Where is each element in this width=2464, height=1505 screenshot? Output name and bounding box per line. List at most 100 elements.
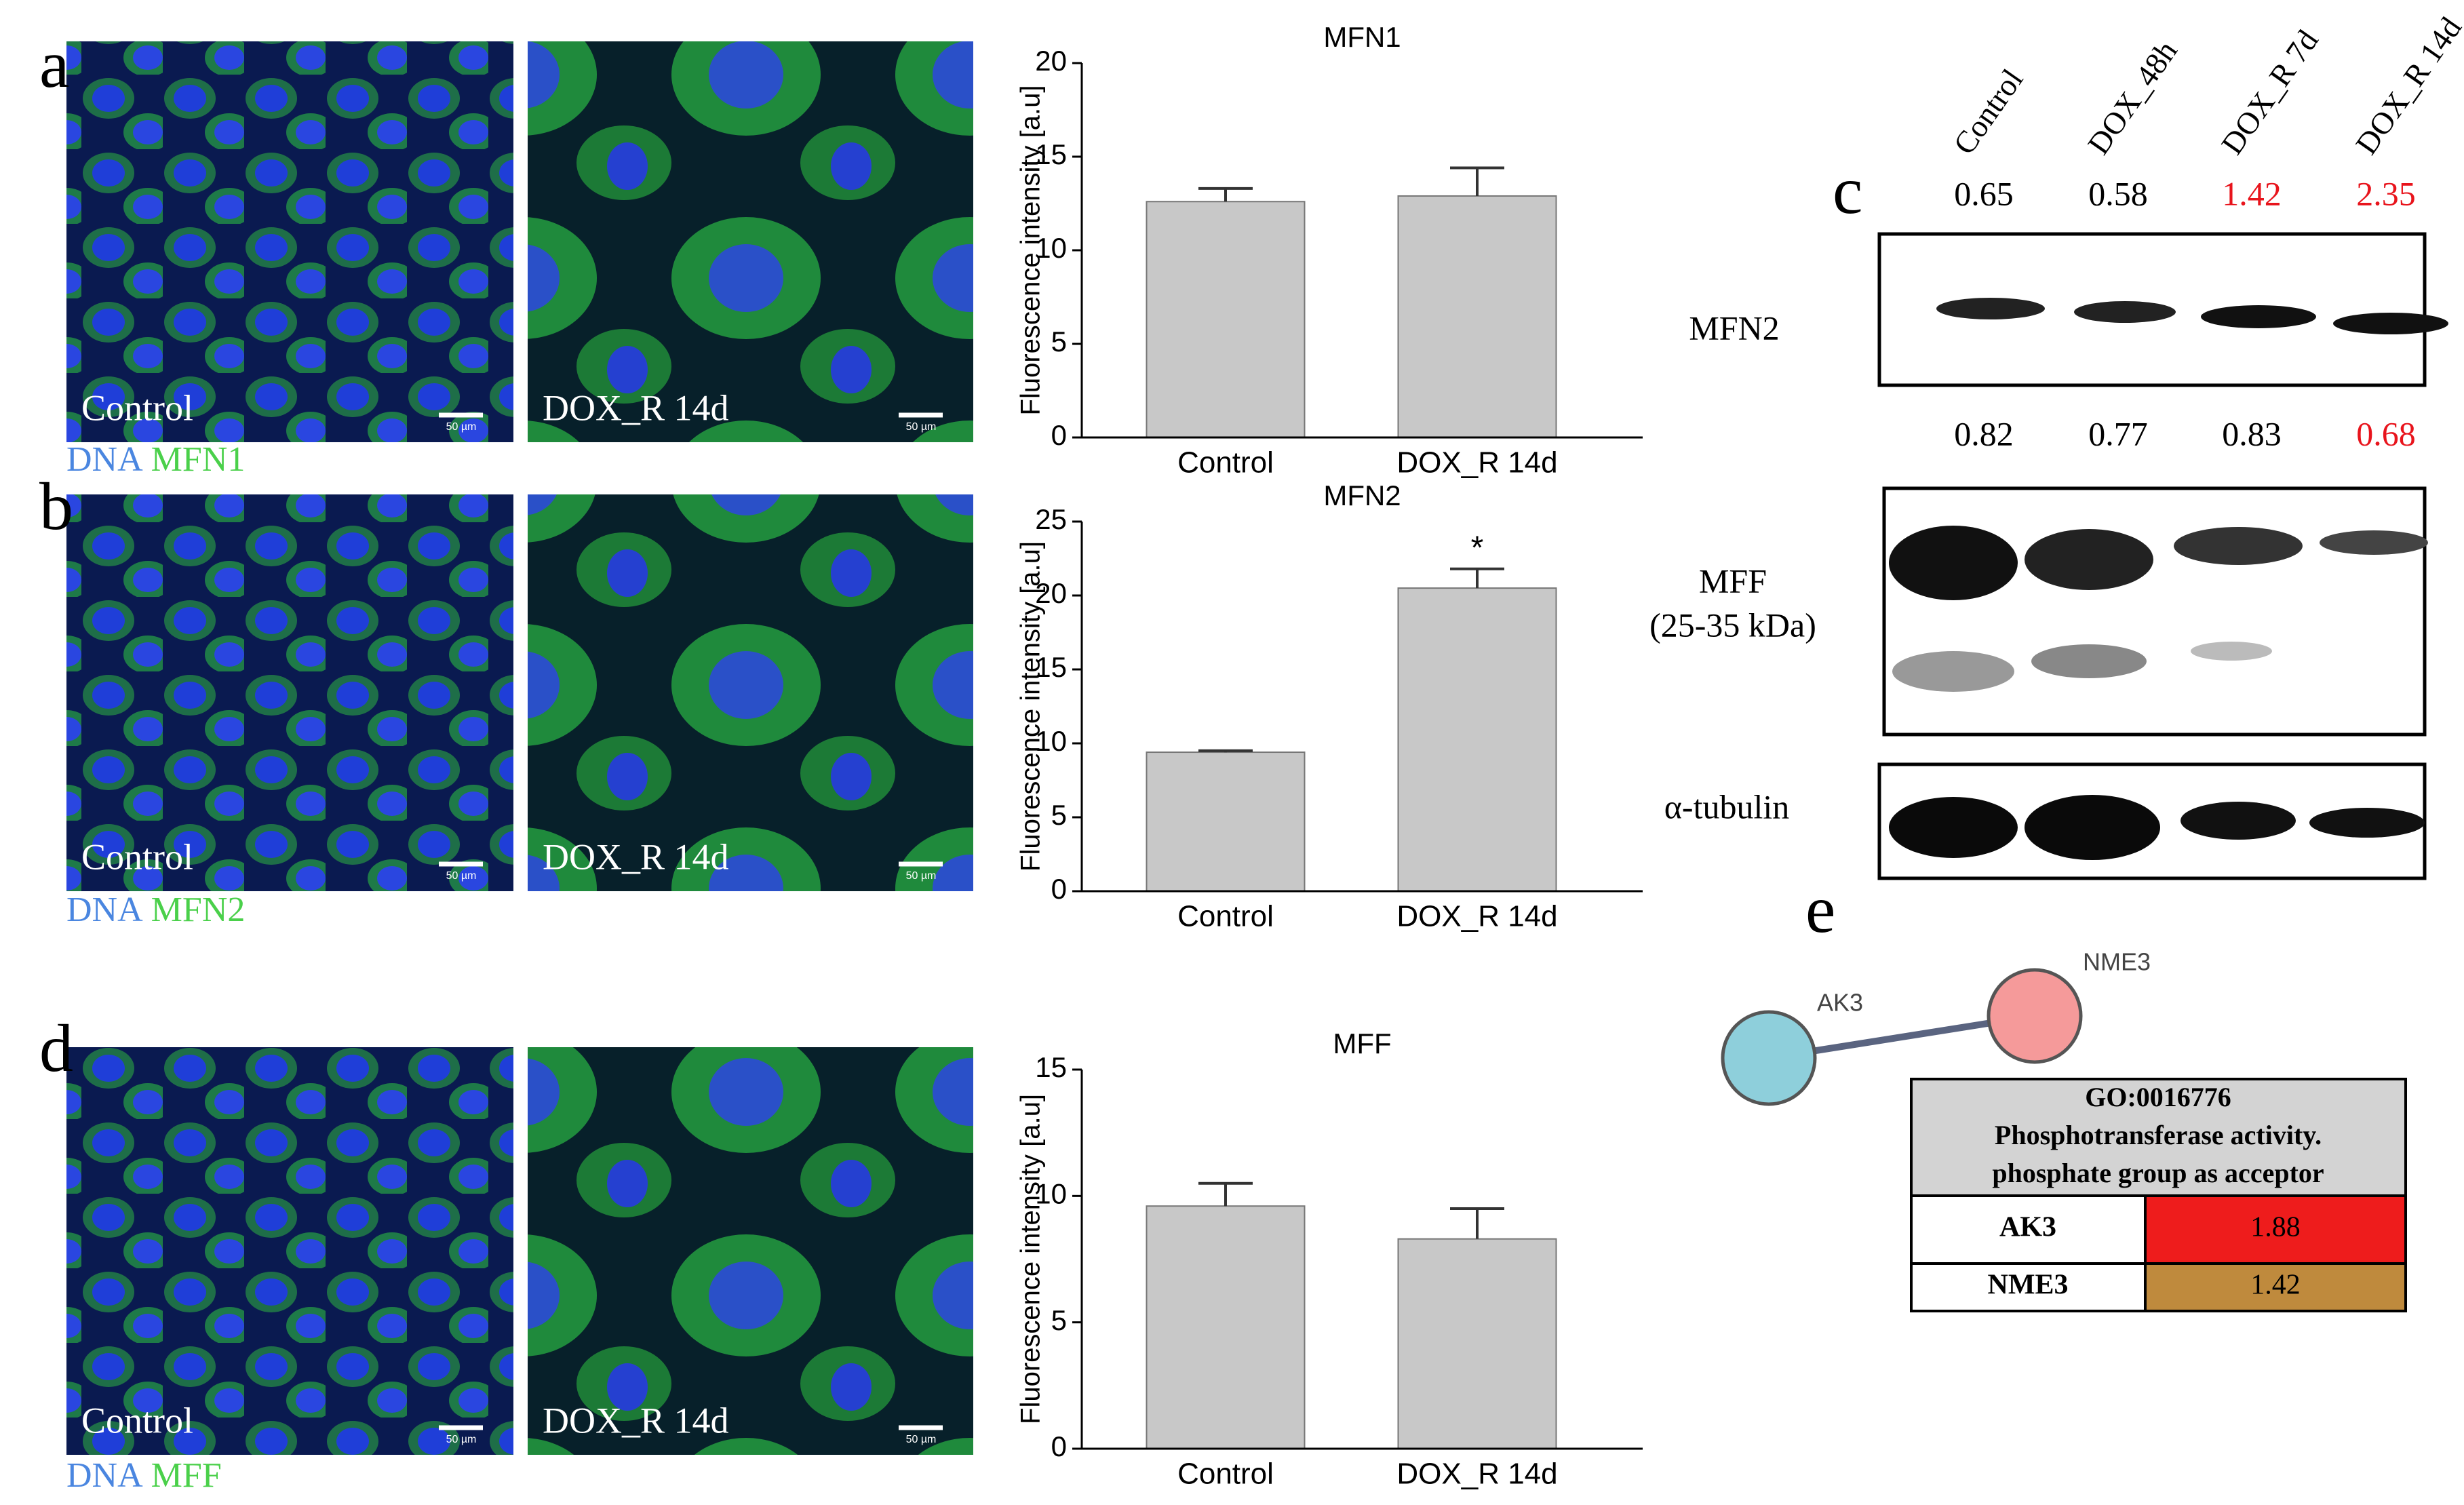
western-blot: Control DOX_48h DOX_R 7d DOX_R 14d 0.65 0.58 1… — [1649, 11, 2464, 880]
axes — [1080, 522, 1643, 893]
lane-label: Control — [1947, 62, 2029, 160]
scale-label: 50 µm — [446, 870, 477, 882]
table-frame — [1910, 1078, 2407, 1312]
density-ratio: 0.68 — [2356, 414, 2416, 452]
density-ratio: 0.58 — [2088, 174, 2148, 212]
density-ratio: 1.42 — [2222, 174, 2282, 212]
table-header-text: GO:0016776 — [2085, 1082, 2231, 1112]
row-value: 1.88 — [2250, 1212, 2301, 1243]
band — [2201, 305, 2316, 328]
scale-label: 50 µm — [906, 421, 937, 433]
image-label: DOX_R 14d — [543, 1400, 729, 1441]
network: AK3 NME3 — [1721, 948, 2151, 1106]
axes — [1080, 63, 1643, 439]
bar — [1397, 1238, 1557, 1449]
bar — [1146, 201, 1306, 438]
stain-caption: DNA MFN1 — [66, 440, 245, 479]
error-bar — [1450, 166, 1504, 196]
stain: MFF — [151, 1456, 222, 1495]
panel-label: a — [39, 26, 69, 102]
y-tick-label: 5 — [1051, 799, 1067, 831]
node — [1987, 968, 2083, 1064]
bar — [1146, 751, 1306, 892]
stain: DNA — [66, 891, 143, 929]
x-tick-label: Control — [1177, 446, 1274, 480]
band — [1892, 651, 2014, 692]
stain: DNA — [66, 440, 143, 479]
band — [2025, 529, 2153, 590]
panel-label: d — [39, 1011, 73, 1086]
row-sublabel: (25-35 kDa) — [1649, 606, 1816, 644]
band — [2320, 530, 2428, 555]
y-axis-label: Fluorescence intensity [a.u] — [1016, 85, 1046, 416]
lane-label: DOX_R 14d — [2349, 11, 2464, 161]
chart-title: MFF — [1333, 1028, 1391, 1059]
y-tick-label: 15 — [1035, 651, 1067, 683]
table-header-text: Phosphotransferase activity. — [1995, 1120, 2322, 1150]
stain-caption: DNA MFF — [66, 1456, 222, 1495]
lane-label: DOX_48h — [2081, 35, 2184, 161]
error-bar — [1198, 187, 1253, 202]
blot-frame — [1882, 486, 2427, 737]
y-tick-label: 5 — [1051, 326, 1067, 357]
y-tick-label: 25 — [1035, 503, 1067, 535]
micrograph — [66, 1047, 513, 1455]
x-tick-label: DOX_R 14d — [1396, 900, 1557, 933]
stain: MFN2 — [151, 891, 246, 929]
y-tick-label: 10 — [1035, 725, 1067, 757]
y-axis-label: Fluorescence intensity [a.u] — [1016, 1094, 1046, 1424]
value-cell — [2145, 1196, 2406, 1264]
row-label: MFF — [1699, 562, 1767, 600]
band — [1889, 797, 2018, 858]
node-label: AK3 — [1817, 989, 1863, 1017]
stain: DNA — [66, 1456, 143, 1495]
bar — [1397, 195, 1557, 438]
x-tick-label: DOX_R 14d — [1396, 446, 1557, 480]
table-header — [1911, 1079, 2406, 1196]
density-ratio: 0.83 — [2222, 414, 2282, 452]
row-value: 1.42 — [2250, 1270, 2301, 1301]
panel-label: b — [39, 469, 73, 544]
micrographs: Control 50 µm DOX_R 14d 50 µm DNA MFN1 Control… — [66, 41, 973, 1495]
chart-title: MFN2 — [1323, 480, 1401, 511]
row-label: MFN2 — [1689, 309, 1779, 347]
node — [1721, 1010, 1817, 1106]
axes — [1080, 1070, 1643, 1450]
x-tick-label: DOX_R 14d — [1396, 1458, 1557, 1491]
micrograph — [528, 41, 973, 442]
error-bar — [1450, 1207, 1504, 1239]
error-bar — [1198, 1181, 1253, 1207]
density-ratio: 0.82 — [1954, 414, 2014, 452]
micrograph — [528, 1047, 973, 1455]
y-tick-label: 0 — [1051, 873, 1067, 905]
y-axis-label: Fluorescence intensity [a.u] — [1016, 541, 1046, 872]
node-label: NME3 — [2083, 948, 2151, 976]
micrograph — [528, 494, 973, 891]
y-tick-label: 0 — [1051, 1430, 1067, 1462]
band — [2074, 301, 2176, 323]
y-tick-label: 10 — [1035, 1177, 1067, 1209]
scale-label: 50 µm — [906, 870, 937, 882]
band — [1936, 298, 2045, 319]
annotation: * — [1471, 530, 1484, 566]
density-ratio: 2.35 — [2356, 174, 2416, 212]
density-ratio: 0.77 — [2088, 414, 2148, 452]
image-label: Control — [81, 1400, 193, 1441]
image-label: DOX_R 14d — [543, 387, 729, 428]
density-ratio: 0.65 — [1954, 174, 2014, 212]
image-label: DOX_R 14d — [543, 836, 729, 877]
value-cell — [2145, 1264, 2406, 1311]
band — [2309, 808, 2425, 838]
scale-label: 50 µm — [906, 1434, 937, 1445]
band — [2031, 644, 2147, 678]
y-tick-label: 10 — [1035, 232, 1067, 264]
y-tick-label: 5 — [1051, 1304, 1067, 1336]
error-bar — [1198, 749, 1253, 753]
row-label: α-tubulin — [1664, 787, 1790, 825]
image-label: Control — [81, 836, 193, 877]
band — [1889, 526, 2018, 600]
scale-label: 50 µm — [446, 421, 477, 433]
go-table: GO:0016776 Phosphotransferase activity. ph… — [1910, 1078, 2407, 1312]
